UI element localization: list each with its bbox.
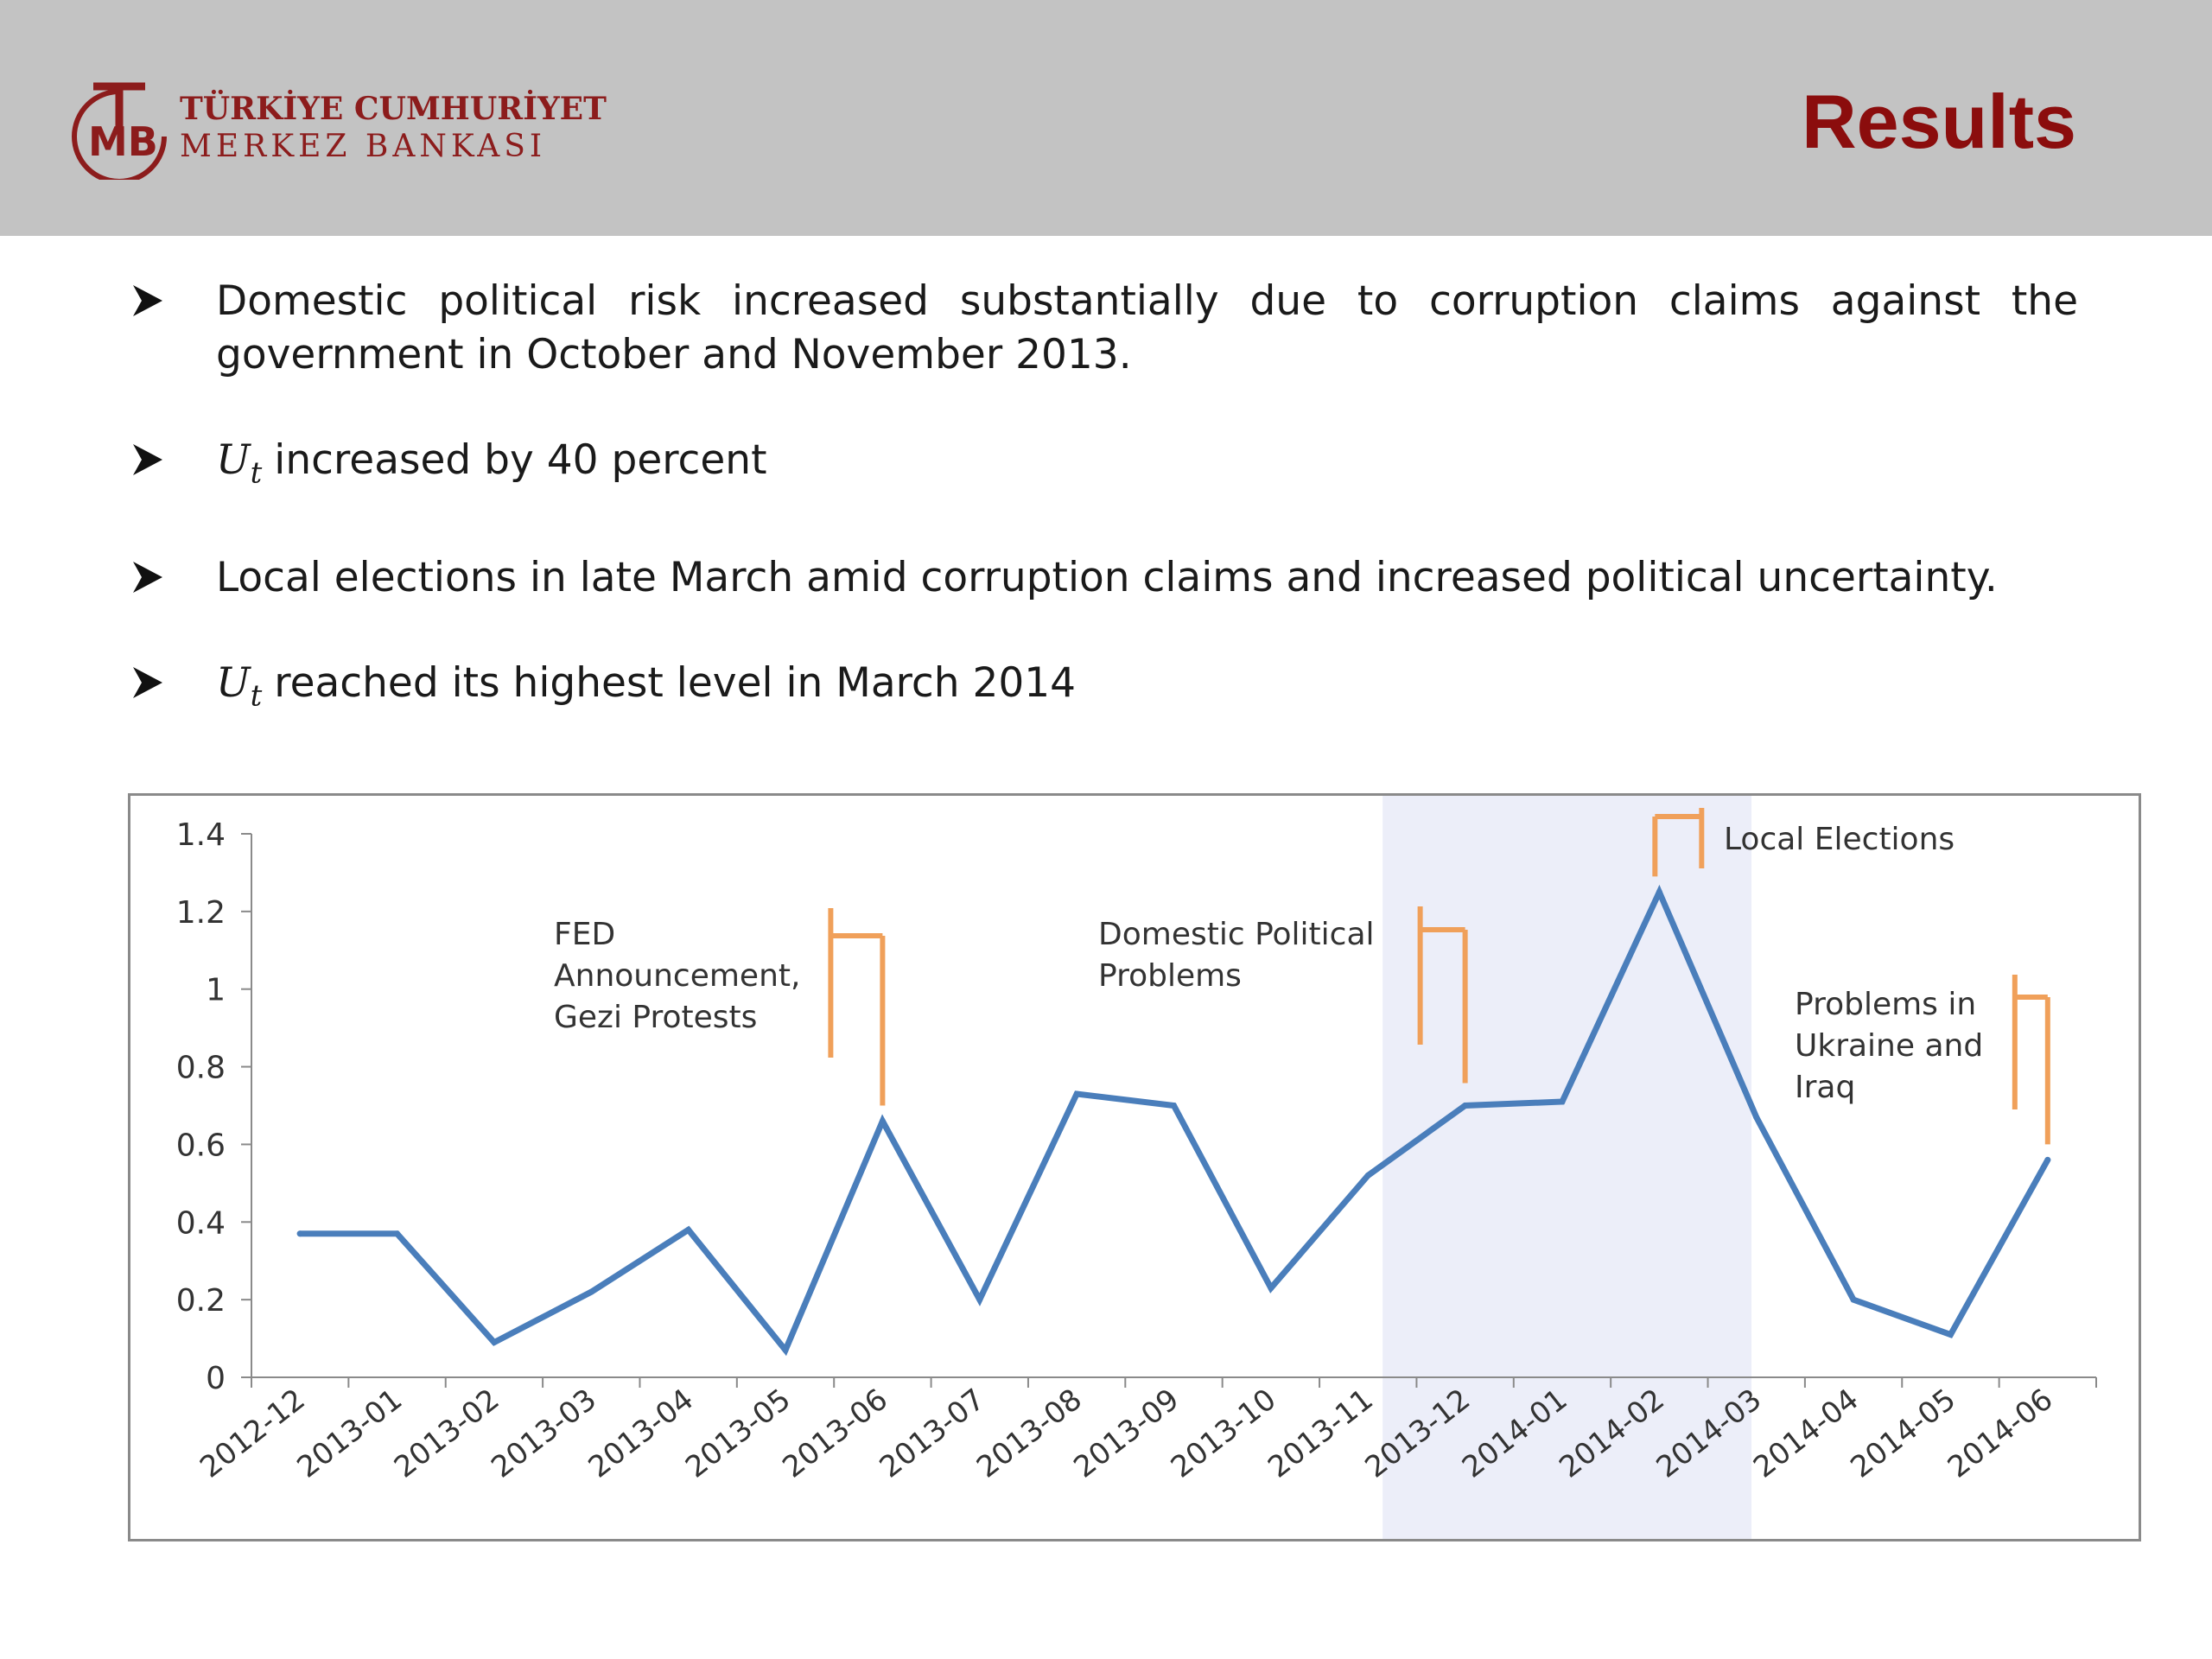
bullet-text: Local elections in late March amid corru… [216, 554, 1998, 602]
data-point [588, 1288, 594, 1295]
annotation-label: Ukraine and [1795, 1028, 1983, 1064]
y-tick-label: 1 [206, 973, 226, 1008]
bullet-item: Ut increased by 40 percent [130, 434, 2078, 499]
uncertainty-line-chart: 00.20.40.60.811.21.42012-122013-012013-0… [176, 796, 2097, 1539]
data-point [1753, 1114, 1760, 1121]
x-tick-label: 2014-05 [1844, 1382, 1962, 1485]
bullet-text: increased by 40 percent [274, 436, 767, 484]
x-tick-label: 2013-11 [1262, 1382, 1380, 1485]
annotation-label: FED [554, 917, 615, 952]
math-variable: Ut [216, 436, 263, 491]
data-point [1073, 1090, 1080, 1097]
header-bar: MB TÜRKİYE CUMHURİYET MERKEZ BANKASI Res… [0, 0, 2212, 236]
data-point [879, 1117, 886, 1124]
data-point [1850, 1296, 1857, 1303]
logo-line-2: MERKEZ BANKASI [180, 129, 547, 165]
x-tick-label: 2012-12 [194, 1382, 312, 1485]
x-tick-label: 2013-10 [1165, 1382, 1283, 1485]
data-point [1559, 1098, 1566, 1105]
y-tick-label: 0.4 [176, 1205, 226, 1241]
data-point [1364, 1172, 1371, 1179]
data-point [782, 1347, 789, 1354]
bullet-item: Domestic political risk increased substa… [130, 275, 2078, 382]
logo-wordmark: TÜRKİYE CUMHURİYET MERKEZ BANKASI [180, 91, 607, 165]
data-point [1462, 1103, 1469, 1109]
chart-frame: 0 0.2 0.4 0.6 0.8 1 1.2 1.4 2012-12 2013-01 2013-0… [128, 793, 2141, 1541]
annotation-label: Iraq [1795, 1070, 1855, 1105]
x-tick-label: 2013-04 [582, 1382, 701, 1485]
x-tick-label: 2013-02 [388, 1382, 506, 1485]
data-point [491, 1339, 498, 1346]
bullet-item: Ut reached its highest level in March 201… [130, 657, 2078, 722]
bullet-list: Domestic political risk increased substa… [130, 275, 2078, 723]
svg-text:MB: MB [88, 118, 158, 165]
data-point [1656, 888, 1662, 895]
highlight-region [1382, 796, 1752, 1539]
y-tick-label: 0 [206, 1361, 226, 1396]
annotation-label: Gezi Protests [554, 1000, 757, 1035]
arrow-bullet-icon [133, 562, 162, 594]
x-tick-label: 2013-08 [970, 1382, 1089, 1485]
bullet-text: Domestic political risk increased substa… [216, 277, 2078, 378]
data-point [1171, 1103, 1177, 1109]
data-point [976, 1296, 983, 1303]
bullet-item: Local elections in late March amid corru… [130, 551, 2078, 605]
x-tick-label: 2013-06 [776, 1382, 894, 1485]
x-tick-label: 2013-09 [1067, 1382, 1185, 1485]
x-tick-label: 2013-05 [679, 1382, 798, 1485]
x-tick-label: 2014-04 [1747, 1382, 1866, 1485]
x-tick-label: 2013-03 [485, 1382, 603, 1485]
tcmb-logo-icon: MB [72, 82, 167, 180]
bullet-text: reached its highest level in March 2014 [274, 659, 1077, 708]
y-tick-label: 0.8 [176, 1051, 226, 1086]
y-tick-label: 0.6 [176, 1128, 226, 1163]
x-tick-label: 2014-06 [1942, 1382, 2060, 1485]
data-point [1947, 1332, 1954, 1338]
annotation-label: Announcement, [554, 958, 800, 994]
data-point [296, 1230, 303, 1237]
logo-line-1: TÜRKİYE CUMHURİYET [180, 91, 607, 127]
data-point [685, 1226, 692, 1233]
arrow-bullet-icon [133, 285, 162, 316]
math-variable: Ut [216, 659, 263, 714]
y-tick-label: 0.2 [176, 1283, 226, 1319]
annotation-label: Problems in [1795, 987, 1976, 1022]
y-tick-label: 1.4 [176, 817, 226, 853]
arrow-bullet-icon [133, 444, 162, 475]
annotation-label: Domestic Political [1098, 917, 1375, 952]
data-point [2044, 1156, 2051, 1163]
y-tick-label: 1.2 [176, 895, 226, 931]
slide-title: Results [1802, 79, 2076, 164]
x-tick-label: 2013-07 [874, 1382, 992, 1485]
annotation-label: Local Elections [1724, 822, 1955, 857]
data-point [1268, 1285, 1274, 1292]
data-point [394, 1230, 401, 1237]
arrow-bullet-icon [133, 667, 162, 699]
annotation-label: Problems [1098, 958, 1242, 994]
x-tick-label: 2013-01 [291, 1382, 410, 1485]
